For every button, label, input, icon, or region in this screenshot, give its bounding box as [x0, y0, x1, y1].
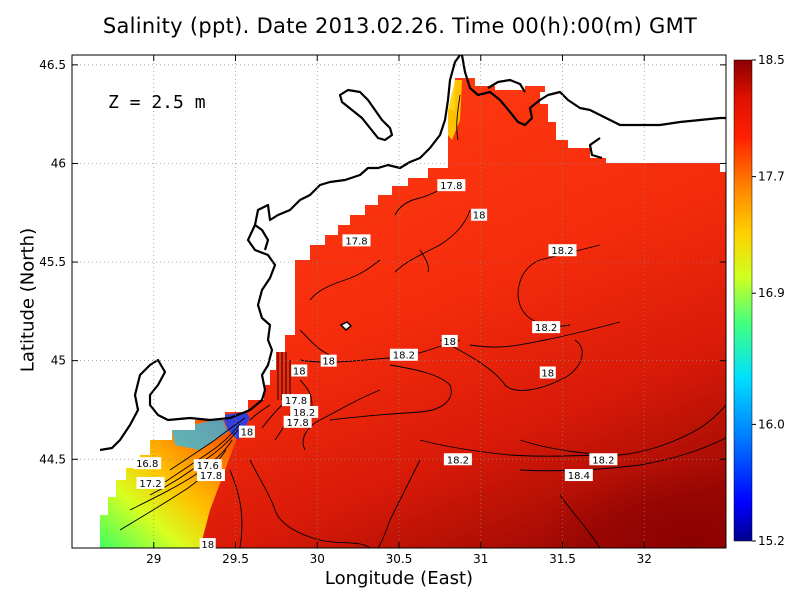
svg-text:18.2: 18.2 — [393, 351, 415, 362]
contour-label: 18.2 — [589, 453, 618, 466]
dniester-plume — [448, 80, 462, 140]
y-tick-label: 45.5 — [39, 255, 66, 269]
colorbar-tick-label: 16.9 — [758, 286, 785, 300]
contour-label: 18.2 — [389, 348, 418, 362]
land-area-northeast — [475, 55, 726, 163]
svg-text:17.8: 17.8 — [285, 396, 307, 407]
x-axis-ticks: 29 29.5 30 30.5 31 31.5 32 — [146, 55, 652, 566]
svg-text:18.2: 18.2 — [535, 323, 557, 334]
contour-label: 17.8 — [196, 469, 225, 482]
contour-label: 17.2 — [136, 476, 165, 490]
y-tick-label: 45 — [51, 354, 66, 368]
svg-text:17.8: 17.8 — [440, 181, 462, 192]
contour-label: 18.2 — [290, 405, 319, 419]
contour-label: 17.8 — [283, 415, 312, 429]
svg-text:18.2: 18.2 — [551, 246, 573, 257]
y-tick-label: 46 — [51, 156, 66, 170]
colorbar — [733, 59, 753, 542]
y-axis-ticks: 44.5 45 45.5 46 46.5 — [39, 58, 726, 466]
contour-label: 18 — [539, 366, 556, 379]
y-tick-label: 44.5 — [39, 452, 66, 466]
contour-label: 18 — [291, 364, 308, 378]
colorbar-tick-label: 17.7 — [758, 170, 785, 184]
svg-text:18.2: 18.2 — [293, 408, 315, 419]
svg-text:17.6: 17.6 — [197, 461, 219, 472]
x-tick-label: 29 — [146, 552, 161, 566]
x-tick-label: 30 — [310, 552, 325, 566]
svg-text:17.8: 17.8 — [200, 471, 222, 482]
contour-label: 17.8 — [437, 179, 466, 192]
small-island — [339, 321, 353, 332]
y-tick-label: 46.5 — [39, 58, 66, 72]
contour-label: 17.8 — [281, 394, 310, 407]
svg-text:18: 18 — [241, 428, 254, 439]
x-tick-label: 31 — [473, 552, 488, 566]
svg-text:16.8: 16.8 — [136, 459, 158, 470]
colorbar-tick-label: 16.0 — [758, 417, 785, 431]
x-axis-label: Longitude (East) — [324, 568, 474, 589]
svg-text:17.8: 17.8 — [345, 236, 367, 247]
dark-southeast-field — [380, 380, 726, 548]
depth-label: Z = 2.5 m — [108, 92, 206, 113]
contour-label: 18.4 — [564, 469, 593, 482]
colorbar-tick-label: 18.5 — [758, 53, 785, 67]
contour-label: 18 — [320, 354, 337, 368]
x-tick-label: 31.5 — [549, 552, 576, 566]
coastline — [99, 55, 726, 452]
svg-text:18.2: 18.2 — [447, 455, 469, 466]
contour-label: 16.8 — [133, 457, 162, 470]
contour-label: 17.8 — [342, 234, 371, 247]
contour-labels: 17.81817.818.218.21818.218181817.818.217… — [133, 179, 618, 551]
contour-label: 18 — [441, 334, 458, 348]
contour-label: 18 — [199, 538, 216, 551]
svg-text:18: 18 — [473, 211, 486, 222]
contour-label: 18.2 — [443, 453, 472, 466]
colorbar-ticks: 18.5 17.7 16.9 16.0 15.2 — [752, 53, 785, 548]
chart-title: Salinity (ppt). Date 2013.02.26. Time 00… — [102, 14, 698, 38]
x-tick-label: 30.5 — [386, 552, 413, 566]
svg-text:18: 18 — [322, 357, 335, 368]
svg-text:17.2: 17.2 — [139, 479, 161, 490]
svg-text:18: 18 — [541, 368, 554, 379]
contour-label: 17.6 — [193, 459, 222, 472]
coastal-gradient — [100, 400, 264, 548]
contour-lines — [119, 94, 726, 548]
svg-text:18.4: 18.4 — [568, 471, 590, 482]
contour-label: 18.2 — [548, 244, 577, 257]
contour-label: 18.2 — [532, 321, 561, 334]
svg-text:18.2: 18.2 — [592, 455, 614, 466]
contour-label: 18 — [238, 425, 255, 439]
x-tick-label: 32 — [637, 552, 652, 566]
contour-label: 18 — [471, 208, 488, 222]
svg-text:18: 18 — [293, 367, 306, 378]
svg-text:18: 18 — [443, 337, 456, 348]
x-tick-label: 29.5 — [222, 552, 249, 566]
colorbar-tick-label: 15.2 — [758, 534, 785, 548]
danube-plume-cyan — [172, 418, 228, 450]
svg-text:18: 18 — [201, 540, 214, 551]
svg-text:17.8: 17.8 — [286, 418, 308, 429]
